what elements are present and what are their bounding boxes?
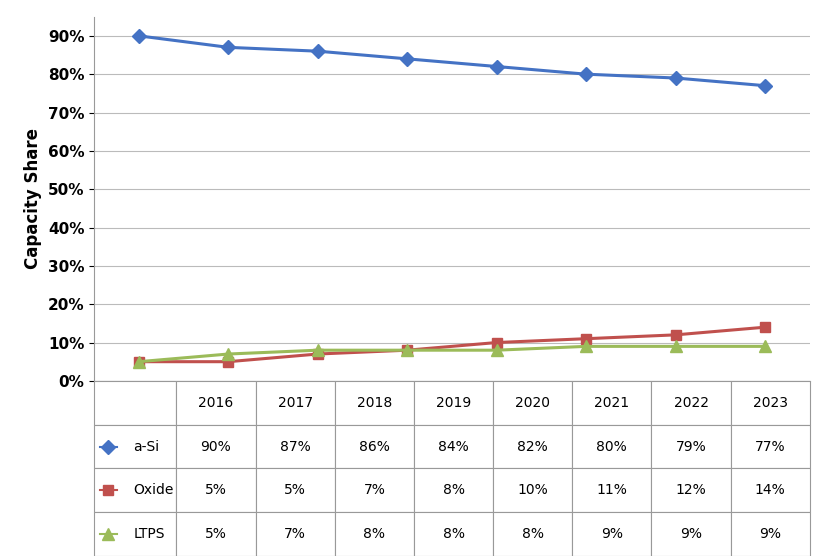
Text: 86%: 86% xyxy=(359,440,389,454)
Bar xyxy=(414,381,493,425)
Bar xyxy=(255,512,335,556)
Bar xyxy=(651,512,730,556)
Text: 90%: 90% xyxy=(200,440,231,454)
Text: 9%: 9% xyxy=(759,527,781,541)
Bar xyxy=(730,381,810,425)
Text: 2021: 2021 xyxy=(595,396,629,410)
Text: 5%: 5% xyxy=(205,483,227,497)
Text: 77%: 77% xyxy=(755,440,785,454)
Text: 80%: 80% xyxy=(596,440,627,454)
Text: 7%: 7% xyxy=(284,527,306,541)
Bar xyxy=(94,512,177,556)
Bar xyxy=(414,425,493,468)
Text: 2020: 2020 xyxy=(515,396,551,410)
Bar xyxy=(255,381,335,425)
Bar xyxy=(255,468,335,512)
Text: 9%: 9% xyxy=(601,527,622,541)
Text: a-Si: a-Si xyxy=(133,440,160,454)
Text: 2017: 2017 xyxy=(277,396,312,410)
Bar xyxy=(414,512,493,556)
Bar xyxy=(573,381,651,425)
Bar xyxy=(651,381,730,425)
Bar xyxy=(573,512,651,556)
Bar xyxy=(177,468,255,512)
Bar xyxy=(493,468,573,512)
Text: 14%: 14% xyxy=(755,483,785,497)
Text: 5%: 5% xyxy=(205,527,227,541)
Text: 2019: 2019 xyxy=(436,396,471,410)
Bar xyxy=(493,381,573,425)
Text: 2022: 2022 xyxy=(673,396,708,410)
Bar xyxy=(255,425,335,468)
Text: Oxide: Oxide xyxy=(133,483,173,497)
Text: 5%: 5% xyxy=(284,483,306,497)
Bar xyxy=(730,468,810,512)
Bar xyxy=(493,512,573,556)
Y-axis label: Capacity Share: Capacity Share xyxy=(25,128,43,269)
Text: 9%: 9% xyxy=(680,527,702,541)
Text: 8%: 8% xyxy=(443,483,465,497)
Bar xyxy=(730,512,810,556)
Text: 84%: 84% xyxy=(438,440,469,454)
Bar xyxy=(493,425,573,468)
Text: 8%: 8% xyxy=(443,527,465,541)
Bar xyxy=(335,512,414,556)
Text: 87%: 87% xyxy=(280,440,311,454)
Bar xyxy=(414,468,493,512)
Bar xyxy=(94,468,177,512)
Bar xyxy=(177,425,255,468)
Bar xyxy=(177,381,255,425)
Text: 8%: 8% xyxy=(363,527,385,541)
Text: 10%: 10% xyxy=(517,483,548,497)
Bar xyxy=(730,425,810,468)
Text: 7%: 7% xyxy=(363,483,385,497)
Text: 2018: 2018 xyxy=(357,396,392,410)
Bar xyxy=(651,468,730,512)
Bar xyxy=(335,381,414,425)
Text: LTPS: LTPS xyxy=(133,527,165,541)
Text: 2016: 2016 xyxy=(198,396,234,410)
Bar xyxy=(94,425,177,468)
Text: 12%: 12% xyxy=(676,483,707,497)
Bar xyxy=(651,425,730,468)
Text: 8%: 8% xyxy=(522,527,544,541)
Bar xyxy=(335,468,414,512)
Bar xyxy=(94,381,177,425)
Text: 11%: 11% xyxy=(596,483,627,497)
Bar xyxy=(335,425,414,468)
Bar xyxy=(177,512,255,556)
Text: 82%: 82% xyxy=(517,440,548,454)
Bar xyxy=(573,425,651,468)
Text: 2023: 2023 xyxy=(753,396,788,410)
Bar xyxy=(573,468,651,512)
Text: 79%: 79% xyxy=(676,440,707,454)
